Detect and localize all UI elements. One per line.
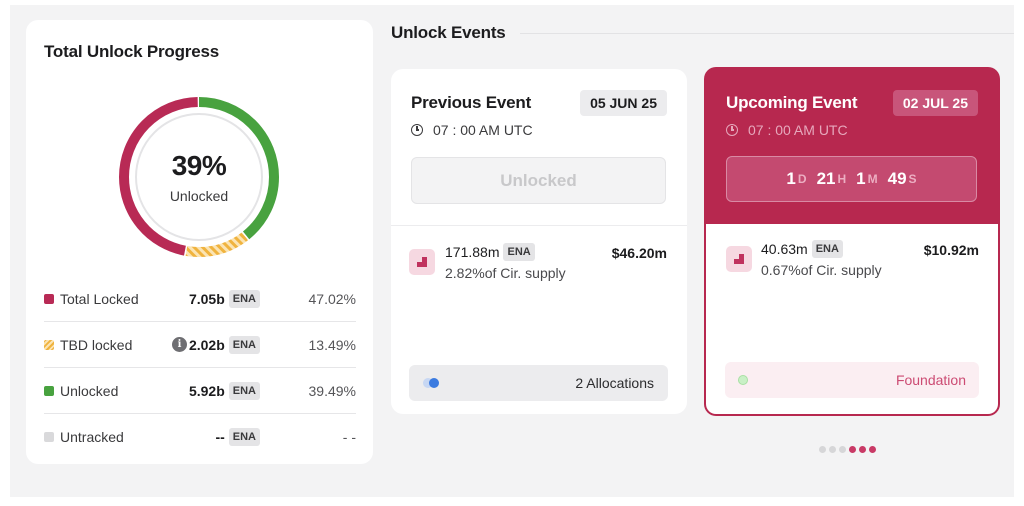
countdown-timer: 1 D 21 H 1 M 49 S (726, 156, 977, 202)
legend-amount: 7.05b ENA (188, 289, 260, 308)
info-icon[interactable]: i (172, 337, 187, 352)
donut-segment-tbd-locked (119, 97, 279, 257)
event-time-text: 07 : 00 AM UTC (748, 122, 848, 138)
unlocked-swatch (44, 385, 54, 396)
allocation-icon (726, 246, 752, 272)
pager-dot[interactable] (869, 446, 876, 453)
legend-percent: 39.49% (308, 382, 356, 399)
countdown-seconds: 49 (887, 169, 907, 188)
pager-dot[interactable] (849, 446, 856, 453)
legend-label: Total Locked (60, 290, 139, 307)
progress-legend: Total Locked 7.05b ENA 47.02% TBD locked… (44, 276, 356, 460)
countdown-days-unit: D (797, 172, 807, 186)
allocation-icon (409, 249, 435, 275)
legend-label: Unlocked (60, 382, 119, 399)
allocation-supply: 2.82%of Cir. supply (445, 265, 566, 281)
event-time: 07 : 00 AM UTC (411, 122, 533, 138)
upcoming-event-card[interactable]: Upcoming Event 02 JUL 25 07 : 00 AM UTC … (704, 67, 1000, 416)
countdown-seconds-unit: S (908, 172, 917, 186)
countdown-hours-unit: H (837, 172, 847, 186)
amount-value: 2.02b (188, 336, 225, 353)
upcoming-allocation-panel: 40.63m ENA 0.67%of Cir. supply $10.92m F… (706, 224, 998, 414)
card-divider (391, 225, 687, 226)
progress-title: Total Unlock Progress (44, 42, 219, 61)
donut-center: 39% Unlocked (118, 96, 280, 258)
previous-event-card[interactable]: Previous Event 05 JUN 25 07 : 00 AM UTC … (391, 69, 687, 414)
countdown-minutes-unit: M (867, 172, 878, 186)
amount-value: 7.05b (188, 290, 225, 307)
allocation-usd: $10.92m (923, 242, 979, 258)
allocation-usd: $46.20m (611, 245, 667, 261)
allocation-supply: 0.67%of Cir. supply (761, 262, 882, 278)
legend-percent: - - (342, 429, 356, 445)
event-date-badge: 05 JUN 25 (580, 90, 667, 116)
event-time-text: 07 : 00 AM UTC (433, 122, 533, 138)
token-badge: ENA (811, 240, 843, 258)
unlocked-status-button[interactable]: Unlocked (411, 157, 666, 204)
unlock-donut-chart (119, 97, 279, 257)
allocations-count: 2 Allocations (575, 375, 654, 391)
category-label: Foundation (895, 372, 966, 388)
tbd-swatch (44, 339, 54, 350)
amount-value: -- (215, 429, 225, 445)
donut-inner-ring (135, 113, 263, 241)
token-badge: ENA (503, 243, 535, 261)
pager-dot[interactable] (829, 446, 836, 453)
donut-segment-unlocked (119, 97, 279, 257)
allocation-amount: 40.63m ENA (761, 240, 843, 258)
legend-row-unlocked: Unlocked 5.92b ENA 39.49% (44, 368, 356, 414)
allocation-dots-icon (423, 378, 443, 388)
countdown-days: 1 (786, 169, 796, 188)
header-divider (520, 33, 1014, 34)
amount-value: 171.88m (445, 244, 500, 260)
legend-percent: 47.02% (308, 290, 356, 307)
amount-value: 40.63m (761, 241, 808, 257)
event-title: Upcoming Event (726, 93, 858, 112)
token-badge: ENA (228, 335, 260, 354)
pager-dot[interactable] (859, 446, 866, 453)
countdown-hours: 21 (816, 169, 836, 188)
amount-value: 5.92b (188, 382, 225, 399)
foundation-category-button[interactable]: Foundation (725, 362, 979, 398)
token-badge: ENA (228, 428, 260, 446)
unlock-progress-card: Total Unlock Progress 39% Unlocked Total… (26, 20, 373, 464)
category-dot-icon (738, 375, 748, 385)
unlocked-percent: 39% (171, 150, 227, 181)
countdown-minutes: 1 (856, 169, 866, 188)
pager-dot[interactable] (819, 446, 826, 453)
clock-icon (726, 124, 738, 136)
legend-label: Untracked (60, 429, 124, 445)
clock-icon (411, 124, 423, 136)
event-title: Previous Event (411, 93, 532, 112)
allocations-button[interactable]: 2 Allocations (409, 365, 668, 401)
legend-amount: -- ENA (215, 428, 260, 446)
untracked-swatch (44, 432, 54, 442)
locked-swatch (44, 293, 54, 304)
token-badge: ENA (228, 289, 260, 308)
legend-label: TBD locked (60, 336, 133, 353)
legend-row-untracked: Untracked -- ENA - - (44, 414, 356, 460)
legend-amount: 2.02b ENA (188, 335, 260, 354)
pager-dot[interactable] (839, 446, 846, 453)
legend-percent: 13.49% (308, 336, 356, 353)
unlock-events-title: Unlock Events (391, 23, 506, 42)
token-badge: ENA (228, 381, 260, 400)
unlocked-label: Unlocked (169, 188, 229, 204)
legend-row-tbd-locked: TBD locked i 2.02b ENA 13.49% (44, 322, 356, 368)
event-date-badge: 02 JUL 25 (892, 90, 978, 116)
legend-row-total-locked: Total Locked 7.05b ENA 47.02% (44, 276, 356, 322)
event-time: 07 : 00 AM UTC (726, 122, 848, 138)
card-header: Previous Event 05 JUN 25 07 : 00 AM UTC … (391, 69, 687, 225)
legend-amount: 5.92b ENA (188, 381, 260, 400)
carousel-pager (819, 446, 876, 453)
donut-segment-total-locked (119, 97, 279, 257)
allocation-amount: 171.88m ENA (445, 243, 535, 261)
